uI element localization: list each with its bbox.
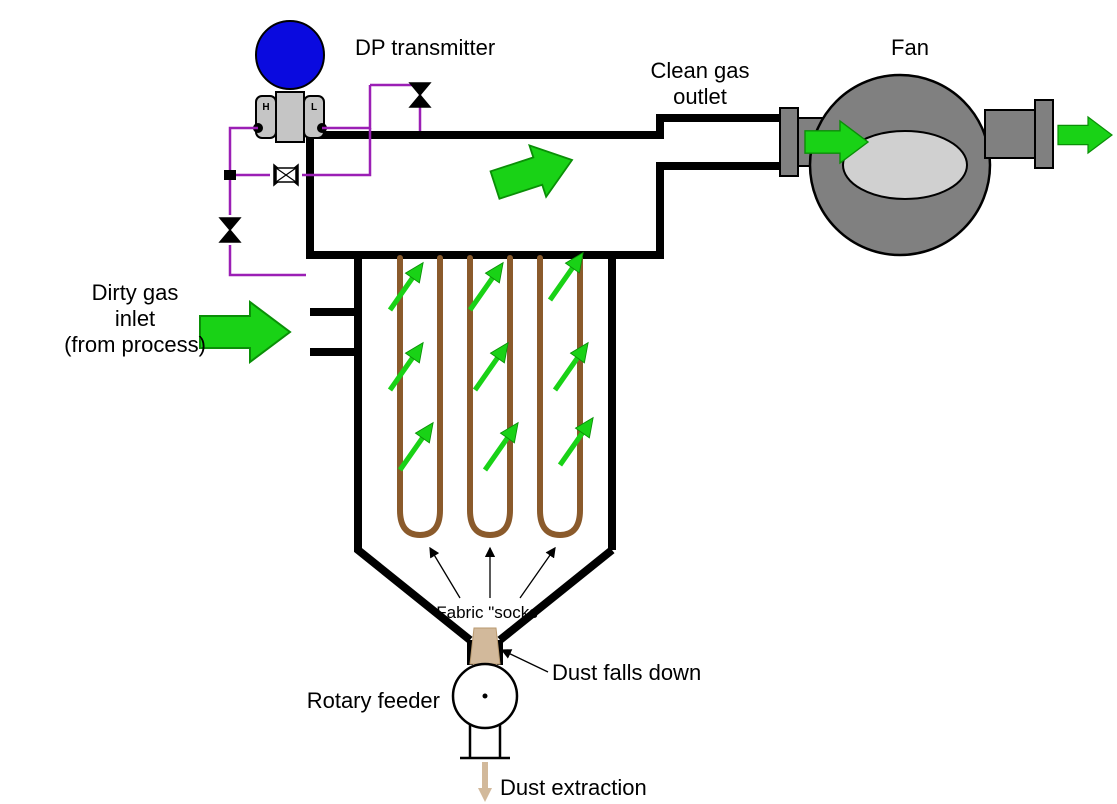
dp-transmitter: H L xyxy=(253,21,327,142)
dirty-gas-label-3: (from process) xyxy=(64,332,206,357)
rotary-feeder xyxy=(453,664,517,758)
internal-flow-arrows xyxy=(383,248,600,475)
flow-arrow-icon xyxy=(553,413,600,470)
fan-assembly xyxy=(780,75,1112,255)
dust-extraction-label: Dust extraction xyxy=(500,775,647,800)
dirty-gas-inlet-arrow xyxy=(200,302,290,362)
flow-arrow-icon xyxy=(383,338,430,395)
dust-extraction-arrow xyxy=(478,762,492,802)
flow-arrow-icon xyxy=(383,258,430,315)
dirty-gas-label-1: Dirty gas xyxy=(92,280,179,305)
flow-arrow-icon xyxy=(548,338,595,395)
baghouse-housing xyxy=(310,118,780,665)
dp-transmitter-label: DP transmitter xyxy=(355,35,495,60)
rotary-feeder-label: Rotary feeder xyxy=(307,688,440,713)
flow-arrow-icon xyxy=(478,418,525,475)
dust-falls-pointer xyxy=(502,650,548,672)
equalizing-valve xyxy=(276,168,296,182)
clean-gas-label-2: outlet xyxy=(673,84,727,109)
dp-h-label: H xyxy=(262,102,269,113)
dirty-gas-label-2: inlet xyxy=(115,306,155,331)
fabric-socks-label: Fabric "socks" xyxy=(436,603,543,622)
fan-label: Fan xyxy=(891,35,929,60)
fabric-socks-pointers xyxy=(430,548,555,598)
baghouse-diagram: Fabric "socks" Dirty gas inlet (from pro… xyxy=(0,0,1117,804)
clean-gas-label-1: Clean gas xyxy=(650,58,749,83)
dp-l-label: L xyxy=(311,102,317,113)
dust-falls-label: Dust falls down xyxy=(552,660,701,685)
plenum-flow-arrow xyxy=(487,134,581,210)
dust-pile xyxy=(470,628,500,664)
